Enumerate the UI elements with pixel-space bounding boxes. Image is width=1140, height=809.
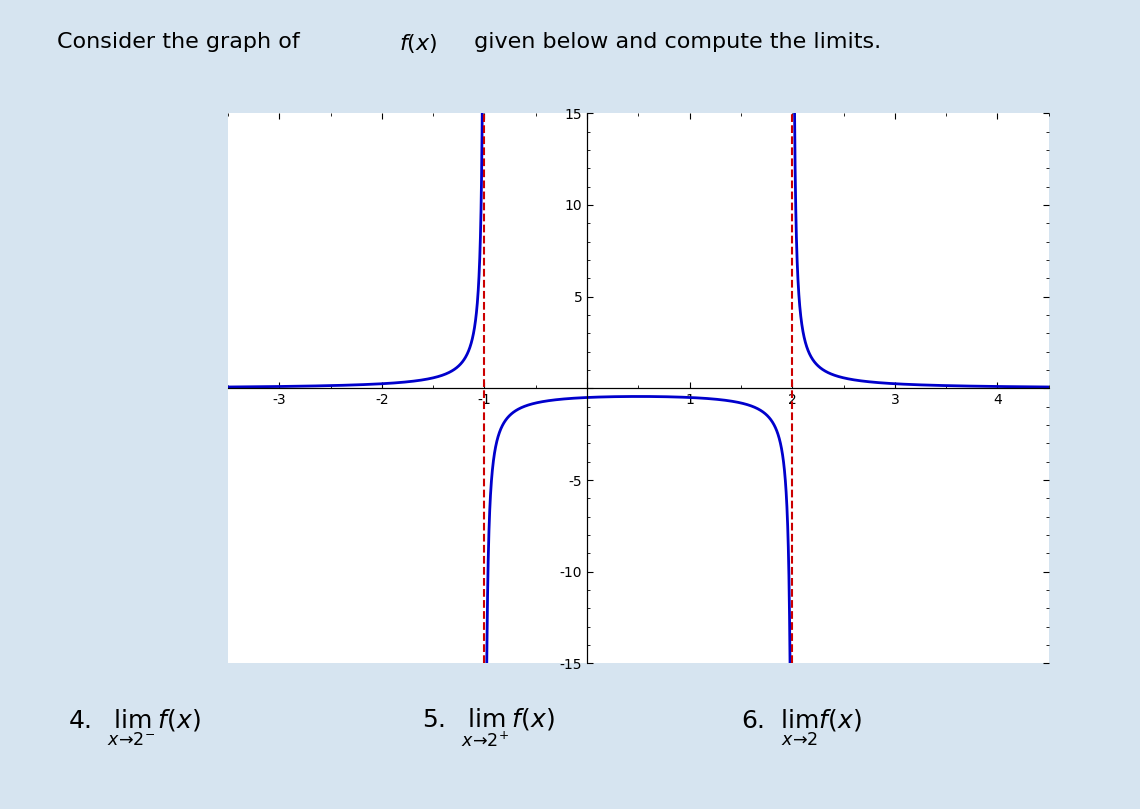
Text: Consider the graph of: Consider the graph of [57, 32, 307, 53]
Text: $f(x)$: $f(x)$ [399, 32, 438, 55]
Text: 5.  $\lim_{x \to 2^+} f(x)$: 5. $\lim_{x \to 2^+} f(x)$ [422, 707, 554, 749]
Text: 6.  $\lim_{x \to 2} f(x)$: 6. $\lim_{x \to 2} f(x)$ [741, 708, 862, 748]
Text: 4.  $\lim_{x \to 2^-} f(x)$: 4. $\lim_{x \to 2^-} f(x)$ [68, 708, 201, 748]
Text: given below and compute the limits.: given below and compute the limits. [467, 32, 881, 53]
